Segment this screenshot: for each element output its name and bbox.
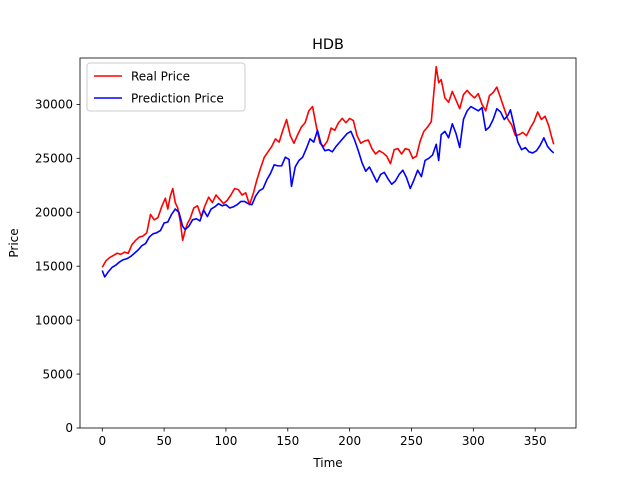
y-tick-label: 10000	[35, 313, 73, 327]
series-line-real-price	[101, 65, 555, 268]
x-tick-label: 250	[400, 434, 423, 448]
y-axis: 0 5000 10000 15000 20000 25000 30000	[35, 98, 80, 435]
y-tick-label: 15000	[35, 259, 73, 273]
plot-frame	[79, 57, 577, 429]
x-tick-label: 100	[215, 434, 238, 448]
plot-area	[101, 65, 555, 278]
legend: Real Price Prediction Price	[86, 62, 246, 112]
legend-label-prediction-price: Prediction Price	[131, 92, 224, 106]
legend-box	[86, 62, 246, 112]
series-layer	[101, 65, 555, 278]
chart-title: HDB	[312, 37, 344, 53]
y-tick-label: 30000	[35, 98, 73, 112]
x-tick-label: 200	[338, 434, 361, 448]
y-tick-label: 20000	[35, 205, 73, 219]
y-tick-label: 5000	[42, 367, 73, 381]
x-tick-label: 50	[156, 434, 171, 448]
y-tick-label: 25000	[35, 152, 73, 166]
x-tick-label: 350	[524, 434, 547, 448]
legend-label-real-price: Real Price	[131, 70, 190, 84]
x-tick-label: 0	[98, 434, 106, 448]
y-axis-label: Price	[7, 228, 21, 257]
x-tick-label: 150	[276, 434, 299, 448]
y-tick-label: 0	[65, 421, 73, 435]
x-axis-label: Time	[312, 456, 342, 470]
x-tick-label: 300	[462, 434, 485, 448]
series-line-prediction-price	[101, 105, 555, 278]
x-axis: 0 50 100 150 200 250 300 350	[98, 428, 547, 448]
